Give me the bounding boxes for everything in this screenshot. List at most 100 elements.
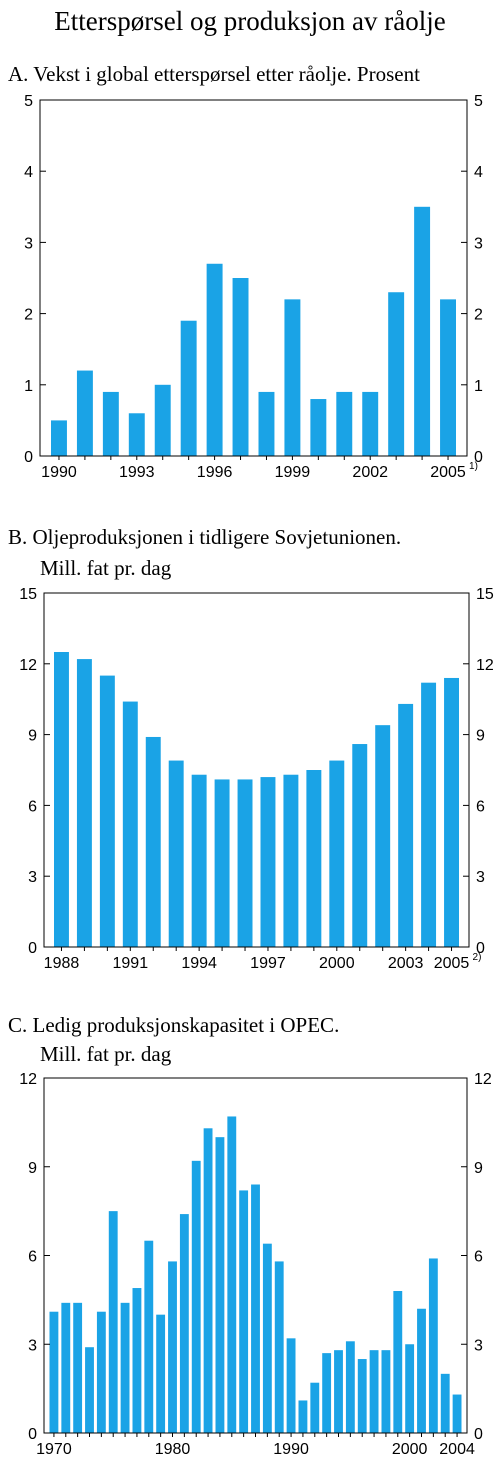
bar [120, 1302, 130, 1433]
bar [417, 1308, 426, 1433]
panel-b-subtitle: Mill. fat pr. dag [40, 556, 172, 580]
bar [76, 370, 93, 456]
bar [168, 1261, 177, 1433]
bar [414, 206, 431, 456]
y-tick-label-left: 3 [24, 235, 33, 252]
y-tick-label-right: 9 [476, 728, 485, 745]
bar [54, 652, 69, 947]
x-tick-label: 1993 [119, 464, 155, 481]
panel-b-title: B. Oljeproduksjonen i tidligere Sovjetun… [8, 525, 402, 549]
x-tick-label: 1990 [41, 464, 77, 481]
bar [76, 659, 92, 947]
bar [258, 391, 275, 456]
bar [239, 1190, 249, 1433]
bar [96, 1311, 106, 1433]
bar [179, 1214, 189, 1433]
bar [329, 760, 345, 947]
bar [203, 1128, 213, 1433]
x-tick-label: 2005 [430, 464, 466, 481]
chart-b: 0 0 3 3 6 6 9 9 12 12 15 15 1988 1991 1994 1997 2000 2003… [19, 586, 494, 972]
bar [452, 1394, 462, 1433]
bar [284, 299, 301, 456]
bar [156, 1314, 166, 1433]
bar [215, 1137, 225, 1433]
y-tick-label-right: 6 [474, 1249, 483, 1266]
bar [283, 774, 299, 947]
y-tick-label-right: 3 [474, 1337, 483, 1354]
bar [336, 391, 353, 456]
y-tick-label-left: 3 [28, 1337, 37, 1354]
bar [99, 675, 115, 947]
bar [310, 1382, 320, 1433]
y-tick-label-left: 0 [28, 1426, 37, 1443]
y-tick-label-left: 0 [28, 940, 37, 957]
bar [237, 779, 253, 947]
y-tick-label-left: 5 [24, 93, 33, 110]
bar [421, 682, 437, 947]
y-tick-label-left: 6 [28, 1249, 37, 1266]
x-tick-label: 2003 [388, 955, 424, 972]
x-tick-label: 2000 [392, 1441, 428, 1458]
y-tick-label-left: 9 [28, 1160, 37, 1177]
x-tick-label: 1990 [273, 1441, 309, 1458]
y-tick-label-right: 3 [476, 869, 485, 886]
bar [102, 391, 119, 456]
bar [191, 774, 207, 947]
bar [334, 1350, 343, 1433]
plot-frame [43, 592, 470, 948]
y-tick-label-left: 3 [28, 869, 37, 886]
y-tick-label-left: 9 [28, 728, 37, 745]
x-tick-label: 1997 [250, 955, 286, 972]
y-tick-label-left: 2 [24, 307, 33, 324]
bar [369, 1350, 379, 1433]
y-tick-label-right: 12 [476, 657, 494, 674]
bar [132, 1288, 142, 1433]
y-tick-label-right: 4 [474, 164, 483, 181]
y-tick-label-right: 1 [474, 378, 483, 395]
x-tick-label: 1980 [155, 1441, 191, 1458]
bar [352, 744, 368, 947]
bar [122, 701, 138, 947]
bar [61, 1302, 71, 1433]
x-tick-label: 2004 [439, 1441, 475, 1458]
bar [375, 725, 391, 947]
bar [362, 391, 379, 456]
bar [73, 1302, 83, 1433]
x-tick-label: 2002 [352, 464, 388, 481]
x-tick-label: 2000 [319, 955, 355, 972]
bar [274, 1261, 284, 1433]
bar [154, 384, 171, 456]
panel-c-subtitle: Mill. fat pr. dag [40, 1042, 172, 1066]
bar [145, 736, 161, 947]
bar [306, 770, 322, 947]
y-tick-label-left: 4 [24, 164, 33, 181]
bar [444, 677, 459, 947]
y-tick-label-right: 5 [474, 93, 483, 110]
y-tick-label-right: 0 [474, 449, 483, 466]
chart-a: 0 0 1 1 2 2 3 3 4 4 5 5 1990 1993 1996 1999 2002 2005 1) [24, 93, 483, 481]
y-tick-label-left: 12 [19, 1071, 37, 1088]
bar [440, 1373, 450, 1433]
bar [357, 1359, 367, 1433]
bar [298, 1400, 308, 1433]
footnote-marker: 1) [469, 461, 478, 472]
x-tick-label: 1996 [197, 464, 233, 481]
bar [428, 1258, 438, 1433]
bar [191, 1160, 201, 1433]
x-tick-label: 1994 [181, 955, 217, 972]
y-tick-label-right: 12 [474, 1071, 492, 1088]
bar [128, 413, 145, 456]
y-tick-label-right: 0 [476, 940, 485, 957]
bar [85, 1347, 94, 1433]
bar [227, 1116, 237, 1433]
bar [51, 420, 67, 456]
x-tick-label: 1970 [36, 1441, 72, 1458]
bar [108, 1211, 118, 1434]
bar [393, 1291, 403, 1433]
y-tick-label-right: 6 [476, 798, 485, 815]
bar [345, 1341, 355, 1433]
y-tick-label-right: 2 [474, 307, 483, 324]
y-tick-label-right: 15 [476, 586, 494, 603]
bar [180, 320, 197, 456]
y-tick-label-right: 9 [474, 1160, 483, 1177]
